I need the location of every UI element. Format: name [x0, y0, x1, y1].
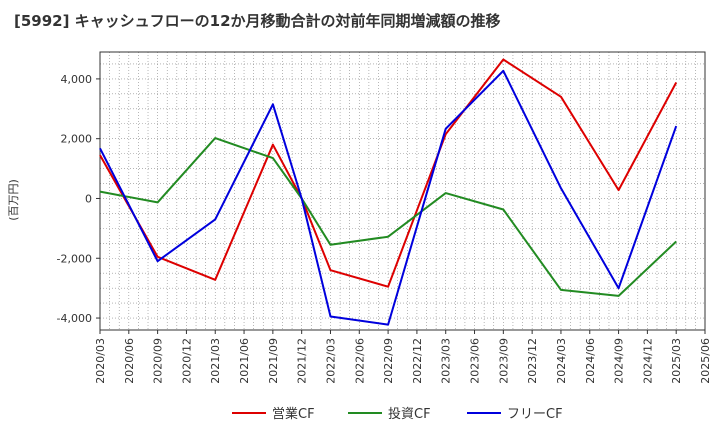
y-tick-labels: 4,000 2,000 0 -2,000 -4,000 — [57, 73, 100, 325]
series-line-フリーCF — [99, 69, 678, 326]
grid — [99, 52, 706, 330]
legend-label: フリーCF — [507, 407, 563, 422]
x-tick-label: 2024/09 — [613, 338, 626, 384]
series-lines — [99, 58, 678, 326]
y-tick-label: 2,000 — [61, 133, 93, 146]
x-tick-label: 2024/06 — [584, 338, 597, 384]
y-tick-label: 4,000 — [61, 73, 93, 86]
legend: 営業CF 投資CF フリーCF — [232, 406, 563, 422]
x-tick-label: 2021/06 — [238, 338, 251, 384]
x-tick-label: 2025/06 — [699, 338, 712, 384]
x-tick-label: 2020/03 — [94, 338, 107, 384]
axes — [99, 51, 706, 331]
x-tick-label: 2024/12 — [641, 338, 654, 384]
x-tick-label: 2022/03 — [324, 338, 337, 384]
legend-label: 投資CF — [388, 406, 431, 422]
x-tick-label: 2020/06 — [123, 338, 136, 384]
x-tick-label: 2023/06 — [469, 338, 482, 384]
legend-label: 営業CF — [272, 406, 315, 422]
x-tick-label: 2020/12 — [180, 338, 193, 384]
x-tick-label: 2021/12 — [296, 338, 309, 384]
series-line-投資CF — [99, 137, 677, 297]
x-tick-label: 2021/09 — [267, 338, 280, 384]
x-tick-label: 2020/09 — [152, 338, 165, 384]
y-tick-label: -4,000 — [57, 312, 92, 325]
x-tick-label: 2025/03 — [670, 338, 683, 384]
y-axis-label: (百万円) — [7, 179, 20, 221]
x-tick-label: 2024/03 — [555, 338, 568, 384]
x-tick-labels: 2020/03 2020/06 2020/09 2020/12 2021/03 2021/… — [94, 330, 712, 384]
x-tick-label: 2023/03 — [440, 338, 453, 384]
x-tick-label: 2022/12 — [411, 338, 424, 384]
chart-title: [5992] キャッシュフローの12か月移動合計の対前年同期増減額の推移 — [14, 12, 501, 30]
x-tick-label: 2022/06 — [353, 338, 366, 384]
y-tick-label: -2,000 — [57, 252, 92, 265]
x-tick-label: 2023/09 — [497, 338, 510, 384]
series-line-営業CF — [99, 58, 678, 288]
y-tick-label: 0 — [85, 192, 92, 205]
x-tick-label: 2022/09 — [382, 338, 395, 384]
x-tick-label: 2021/03 — [209, 338, 222, 384]
x-tick-label: 2023/12 — [526, 338, 539, 384]
plot-frame — [99, 51, 706, 331]
